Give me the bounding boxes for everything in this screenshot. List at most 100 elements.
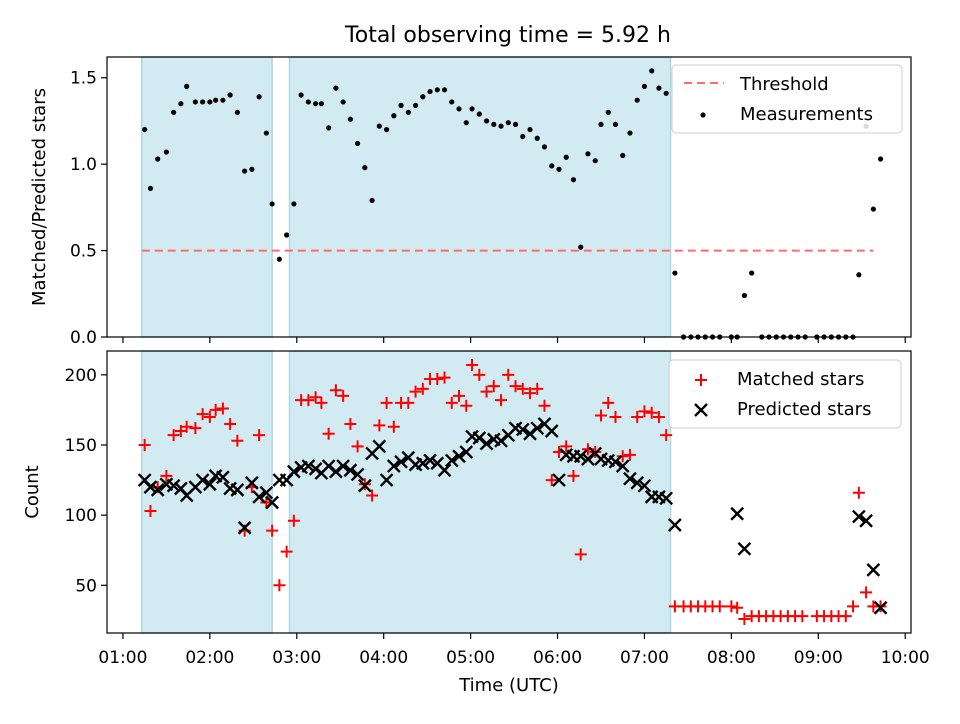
predicted-star-marker: [659, 491, 674, 506]
matched-star-marker: [302, 394, 315, 407]
measurement-point: [870, 206, 876, 212]
matched-star-marker: [852, 486, 865, 499]
measurement-point: [355, 140, 361, 147]
measurement-point: [469, 106, 475, 112]
matched-star-marker: [713, 600, 726, 613]
predicted-star-marker: [358, 478, 372, 493]
measurement-point: [427, 88, 433, 95]
predicted-star-marker: [623, 471, 637, 486]
measurement-point: [207, 99, 213, 105]
y-tick-label: 200: [65, 366, 97, 386]
measurement-point: [672, 270, 678, 276]
predicted-star-marker: [637, 478, 652, 493]
observing-windows: [141, 350, 672, 634]
matched-star-marker: [502, 368, 515, 381]
observing-window-1: [141, 350, 273, 634]
matched-star-marker: [860, 586, 873, 599]
matched-star-marker: [337, 389, 350, 402]
matched-star-marker: [287, 514, 300, 527]
observing-window-2: [288, 350, 672, 634]
x-tick-label: 10:00: [881, 648, 930, 668]
measurement-point: [520, 133, 526, 140]
predicted-star-marker: [216, 470, 230, 485]
measurement-point: [856, 272, 862, 278]
observing-windows: [141, 56, 672, 338]
legend-measurement-label: Measurements: [740, 104, 873, 125]
predicted-star-marker: [259, 485, 274, 500]
matched-star-marker: [380, 396, 393, 409]
measurement-point: [333, 85, 339, 91]
predicted-star-markers: [137, 417, 888, 615]
predicted-star-marker: [143, 480, 158, 494]
legend-matched-swatch: [695, 374, 707, 386]
matched-star-marker: [574, 548, 587, 561]
matched-star-marker: [273, 579, 286, 592]
measurement-point: [605, 109, 611, 115]
matched-star-marker: [409, 385, 422, 398]
predicted-star-marker: [386, 459, 401, 473]
measurement-point: [313, 101, 319, 107]
matched-star-marker: [438, 371, 451, 384]
chart-title: Total observing time = 5.92 h: [344, 23, 671, 48]
measurement-point: [276, 256, 282, 262]
matched-star-marker: [645, 406, 658, 419]
matched-star-marker: [216, 402, 229, 415]
measurement-point: [405, 109, 411, 115]
measurement-point: [656, 85, 662, 91]
measurement-point: [527, 126, 533, 133]
measurement-point: [391, 113, 397, 119]
count-plot-frame: [106, 350, 912, 634]
measurement-point: [434, 87, 440, 93]
predicted-star-marker: [166, 478, 181, 493]
ratio-x-ticks: [122, 337, 906, 343]
matched-star-marker: [445, 396, 458, 409]
measurement-point: [383, 126, 390, 133]
matched-star-marker: [351, 440, 364, 453]
measurement-point: [362, 165, 368, 171]
measurement-point: [340, 99, 346, 105]
predicted-star-marker: [372, 439, 387, 454]
measurement-point: [326, 125, 332, 131]
count-y-axis: 50 100 150 200: [65, 366, 107, 596]
matched-star-marker: [466, 359, 479, 372]
measurement-point: [192, 99, 198, 105]
predicted-star-marker: [552, 473, 566, 487]
predicted-star-marker: [379, 473, 394, 487]
predicted-star-marker: [350, 467, 365, 482]
matched-star-marker: [631, 410, 644, 423]
matched-star-marker: [253, 429, 266, 442]
measurement-point: [234, 109, 240, 115]
measurement-point: [171, 109, 177, 115]
x-axis-label: Time (UTC): [458, 675, 559, 696]
count-y-axis-label: Count: [22, 465, 43, 518]
matched-star-marker: [738, 612, 751, 625]
y-tick-label: 50: [75, 576, 97, 596]
measurement-point: [155, 156, 161, 162]
matched-star-marker: [453, 389, 466, 402]
matched-star-marker: [638, 405, 651, 418]
matched-star-marker: [460, 399, 473, 412]
measurement-point: [570, 177, 577, 183]
y-tick-label: 1.0: [70, 155, 97, 175]
count-panel: 50 100 150 200 01:00 02:00 03:00 04:00 05:00 06:…: [22, 350, 930, 696]
measurement-point: [249, 166, 255, 172]
predicted-star-marker: [203, 477, 217, 492]
matched-star-marker: [344, 417, 357, 430]
x-tick-label: 09:00: [794, 648, 843, 668]
measurement-point: [741, 292, 748, 299]
predicted-star-marker: [150, 483, 165, 497]
legend-measurement-swatch: [700, 112, 706, 118]
measurement-point: [556, 166, 562, 172]
predicted-star-marker: [737, 541, 752, 556]
matched-star-marker: [329, 384, 342, 397]
matched-star-marker: [839, 610, 852, 623]
matched-star-marker: [160, 469, 173, 482]
observing-window-2: [288, 56, 672, 338]
matched-star-marker: [224, 417, 237, 430]
matched-star-marker: [602, 396, 615, 409]
x-tick-label: 06:00: [533, 648, 582, 668]
legend-predicted-swatch: [694, 403, 708, 417]
measurement-point: [612, 121, 619, 128]
y-tick-label: 0.0: [70, 328, 97, 348]
